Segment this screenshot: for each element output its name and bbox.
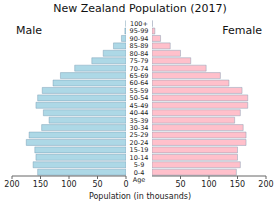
svg-text:75-79: 75-79 xyxy=(130,57,149,65)
svg-text:100: 100 xyxy=(201,180,216,189)
svg-text:65-69: 65-69 xyxy=(130,72,149,80)
svg-text:0: 0 xyxy=(123,180,128,189)
svg-text:25-29: 25-29 xyxy=(130,131,149,139)
svg-text:90-94: 90-94 xyxy=(130,35,149,43)
html-text:Age: Age xyxy=(132,176,146,184)
svg-text:50-54: 50-54 xyxy=(130,94,149,102)
svg-text:100: 100 xyxy=(61,180,76,189)
svg-text:40-44: 40-44 xyxy=(130,109,149,117)
svg-text:50: 50 xyxy=(175,180,185,189)
svg-text:50: 50 xyxy=(92,180,102,189)
svg-text:70-74: 70-74 xyxy=(130,65,149,73)
svg-text:85-89: 85-89 xyxy=(130,42,149,50)
svg-text:55-59: 55-59 xyxy=(130,87,149,95)
svg-text:10-14: 10-14 xyxy=(130,154,149,162)
svg-text:200: 200 xyxy=(8,180,20,189)
svg-text:20-24: 20-24 xyxy=(130,139,149,147)
svg-text:150: 150 xyxy=(33,180,48,189)
svg-text:15-19: 15-19 xyxy=(130,146,149,154)
svg-text:200: 200 xyxy=(258,180,272,189)
svg-text:150: 150 xyxy=(230,180,245,189)
html-text:Female: Female xyxy=(222,24,262,37)
svg-text:100+: 100+ xyxy=(130,20,148,28)
html-text:New Zealand Population (2017): New Zealand Population (2017) xyxy=(53,2,227,15)
svg-text:35-39: 35-39 xyxy=(130,117,149,125)
html-text:Population (in thousands): Population (in thousands) xyxy=(88,192,192,201)
html-text:Male: Male xyxy=(16,24,43,37)
svg-text:80-84: 80-84 xyxy=(130,50,149,58)
svg-text:45-49: 45-49 xyxy=(130,102,149,110)
svg-text:0-4: 0-4 xyxy=(134,169,145,177)
svg-text:30-34: 30-34 xyxy=(130,124,149,132)
svg-text:60-64: 60-64 xyxy=(130,79,149,87)
svg-text:5-9: 5-9 xyxy=(134,161,145,169)
svg-text:95-99: 95-99 xyxy=(130,27,149,35)
